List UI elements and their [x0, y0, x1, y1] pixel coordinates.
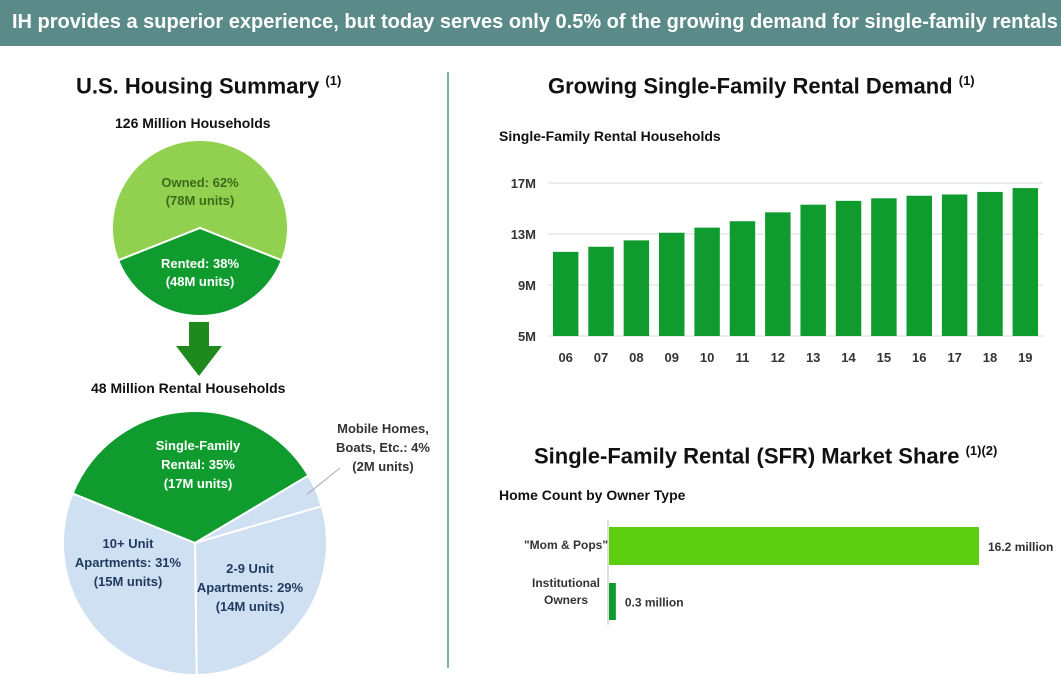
housing-summary-title: U.S. Housing Summary (1) [76, 73, 341, 99]
demand-title-note: (1) [958, 73, 975, 88]
bar-16 [906, 195, 932, 336]
bar-06 [552, 251, 579, 336]
slice-rented [116, 226, 284, 317]
x-tick-label: 16 [912, 350, 926, 365]
label-10-plus-unit-line: 10+ Unit [103, 536, 155, 551]
sfr-demand-bar-chart: 5M 9M 13M 17M 06 07 08 09 10 11 12 13 14 15 16 17 18 19 [511, 176, 1043, 365]
y-tick-label: 13M [511, 227, 536, 242]
bar-mom-and-pops [609, 527, 979, 565]
bar-07 [588, 246, 614, 336]
label-single-family: Single-Family Rental: 35% (17M units) [156, 438, 241, 491]
label-single-family-line: Rental: 35% [161, 457, 235, 472]
label-rented-line: Rented: 38% [161, 256, 239, 271]
bar-10 [694, 227, 720, 336]
category-label: "Mom & Pops" [524, 538, 608, 552]
x-tick-label: 07 [594, 350, 608, 365]
demand-title: Growing Single-Family Rental Demand (1) [548, 73, 975, 99]
bar-13 [800, 204, 826, 336]
y-tick-label: 9M [518, 278, 536, 293]
share-title-text: Single-Family Rental (SFR) Market Share [534, 443, 960, 469]
mobile-homes-label-box: Mobile Homes, Boats, Etc.: 4% (2M units) [336, 421, 430, 474]
banner: IH provides a superior experience, but t… [0, 0, 1061, 46]
label-2-9-unit-line: Apartments: 29% [197, 580, 304, 595]
label-owned-line: (78M units) [166, 193, 235, 208]
bar-12 [765, 212, 791, 336]
label-owned: Owned: 62% (78M units) [161, 175, 239, 208]
bar-institutional-owners [609, 583, 616, 620]
x-tick-label: 12 [771, 350, 785, 365]
demand-subtitle: Single-Family Rental Households [499, 128, 721, 144]
down-arrow-icon [176, 322, 222, 376]
households-pie: Owned: 62% (78M units) Rented: 38% (48M uni… [111, 139, 289, 317]
section-divider [447, 72, 449, 668]
x-tick-label: 11 [736, 350, 750, 365]
label-10-plus-unit: 10+ Unit Apartments: 31% (15M units) [75, 536, 182, 589]
x-tick-label: 15 [877, 350, 891, 365]
label-mobile-homes-line: Boats, Etc.: 4% [336, 440, 430, 455]
label-10-plus-unit-line: (15M units) [94, 574, 163, 589]
rental-households-pie: Single-Family Rental: 35% (17M units) 2-9 U… [62, 410, 341, 677]
label-rented: Rented: 38% (48M units) [161, 256, 239, 289]
category-label: Institutional Owners [532, 576, 600, 607]
slice-2-9-unit [193, 504, 328, 677]
share-title: Single-Family Rental (SFR) Market Share … [534, 443, 997, 469]
slice-10-plus-unit [62, 492, 198, 676]
rental-households-label: 48 Million Rental Households [91, 380, 286, 396]
total-households-label: 126 Million Households [115, 115, 271, 131]
y-tick-label: 17M [511, 176, 536, 191]
category-label-line: "Mom & Pops" [524, 538, 608, 552]
label-10-plus-unit-line: Apartments: 31% [75, 555, 182, 570]
leader-line-mobile-homes [306, 467, 341, 495]
value-label: 0.3 million [625, 596, 684, 610]
x-tick-label: 19 [1018, 350, 1032, 365]
label-mobile-homes: Mobile Homes, Boats, Etc.: 4% (2M units) [336, 421, 430, 474]
bar-08 [623, 240, 650, 336]
market-share-bar-chart: 16.2 million "Mom & Pops" 0.3 million Insti… [524, 520, 1053, 625]
category-label-line: Institutional [532, 576, 600, 590]
label-mobile-homes-line: Mobile Homes, [337, 421, 429, 436]
label-2-9-unit-line: (14M units) [216, 599, 285, 614]
x-tick-label: 13 [806, 350, 820, 365]
bar-11 [729, 221, 756, 336]
x-tick-label: 14 [841, 350, 856, 365]
banner-text: IH provides a superior experience, but t… [12, 11, 1058, 33]
y-tick-label: 5M [518, 329, 536, 344]
x-tick-label: 08 [629, 350, 643, 365]
label-mobile-homes-line: (2M units) [352, 459, 413, 474]
value-label: 16.2 million [988, 540, 1053, 554]
bar-09 [659, 232, 685, 336]
bar-18 [977, 191, 1003, 336]
x-tick-label: 10 [700, 350, 714, 365]
x-tick-label: 06 [558, 350, 572, 365]
bar-17 [941, 194, 968, 336]
x-tick-label: 17 [947, 350, 961, 365]
x-tick-label: 09 [665, 350, 679, 365]
label-rented-line: (48M units) [166, 274, 235, 289]
bar-15 [871, 198, 897, 336]
share-title-note: (1)(2) [965, 443, 998, 458]
label-2-9-unit-line: 2-9 Unit [226, 561, 274, 576]
bar-14 [835, 200, 862, 336]
housing-summary-note: (1) [325, 73, 342, 88]
slice-owned [111, 139, 289, 262]
label-single-family-line: (17M units) [164, 476, 233, 491]
share-subtitle: Home Count by Owner Type [499, 487, 686, 503]
category-label-line: Owners [544, 593, 588, 607]
label-2-9-unit: 2-9 Unit Apartments: 29% (14M units) [197, 561, 304, 614]
x-tick-label: 18 [983, 350, 997, 365]
housing-summary-title-text: U.S. Housing Summary [76, 73, 320, 99]
bar-19 [1012, 188, 1039, 336]
label-owned-line: Owned: 62% [161, 175, 239, 190]
demand-title-text: Growing Single-Family Rental Demand [548, 73, 953, 99]
label-single-family-line: Single-Family [156, 438, 241, 453]
